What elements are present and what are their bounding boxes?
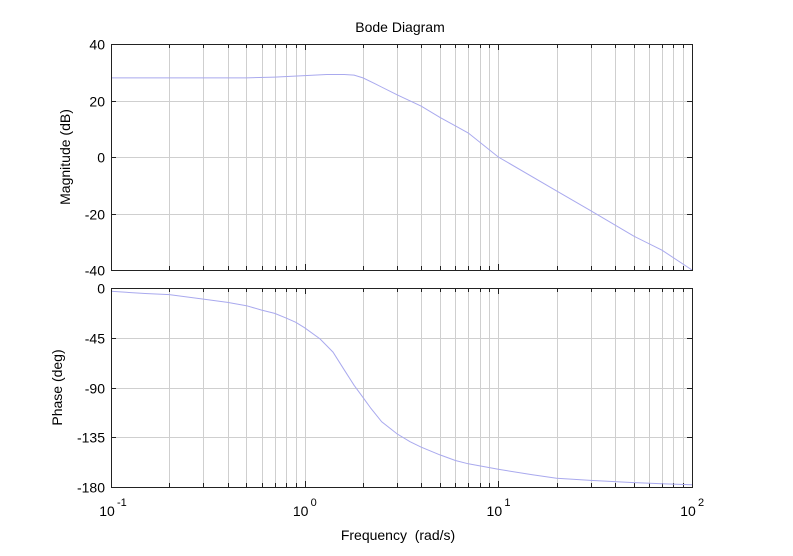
phase-axes-box: [111, 288, 693, 488]
magnitude-y-axis-label: Magnitude (dB): [57, 109, 73, 205]
magnitude-y-tick-labels: 40 20 0 -20 -40: [85, 37, 105, 279]
x-tick-exponent: 1: [504, 497, 510, 509]
y-tick-label: -20: [85, 207, 105, 223]
x-axis-label: Frequency (rad/s): [341, 527, 455, 543]
x-tick-exponent: 0: [311, 497, 317, 509]
x-tick-label: 10: [99, 503, 115, 519]
mag-curve-line: [111, 74, 693, 271]
phase-plot: 0 -45 -90 -135 -180 Phase (deg): [49, 281, 693, 496]
phase-y-tick-labels: 0 -45 -90 -135 -180: [77, 281, 105, 496]
magnitude-series: [111, 74, 693, 271]
magnitude-plot: 40 20 0 -20 -40 Magnitude (dB): [57, 37, 693, 279]
y-tick-label: 40: [89, 37, 105, 53]
phase-curve-line: [110, 290, 693, 486]
phase-tick-marks: [111, 288, 692, 488]
phase-series: [110, 290, 693, 486]
y-tick-label: -45: [85, 331, 105, 347]
y-tick-label: 0: [97, 281, 105, 297]
y-tick-label: 20: [89, 94, 105, 110]
phase-grid: [111, 288, 692, 488]
y-tick-label: -90: [85, 381, 105, 397]
phase-y-axis-label: Phase (deg): [49, 349, 65, 425]
x-tick-label: 10: [487, 503, 503, 519]
frequency-tick-labels: 10 -1 10 0 10 1 10 2: [99, 497, 704, 519]
x-tick-exponent: -1: [117, 497, 127, 509]
x-tick-label: 10: [293, 503, 309, 519]
y-tick-label: -180: [77, 480, 105, 496]
x-tick-label: 10: [680, 503, 696, 519]
magnitude-axes-box: [111, 44, 693, 271]
x-tick-exponent: 2: [698, 497, 704, 509]
y-tick-label: -135: [77, 430, 105, 446]
y-tick-label: -40: [85, 263, 105, 279]
y-tick-label: 0: [97, 150, 105, 166]
chart-title: Bode Diagram: [355, 19, 445, 35]
